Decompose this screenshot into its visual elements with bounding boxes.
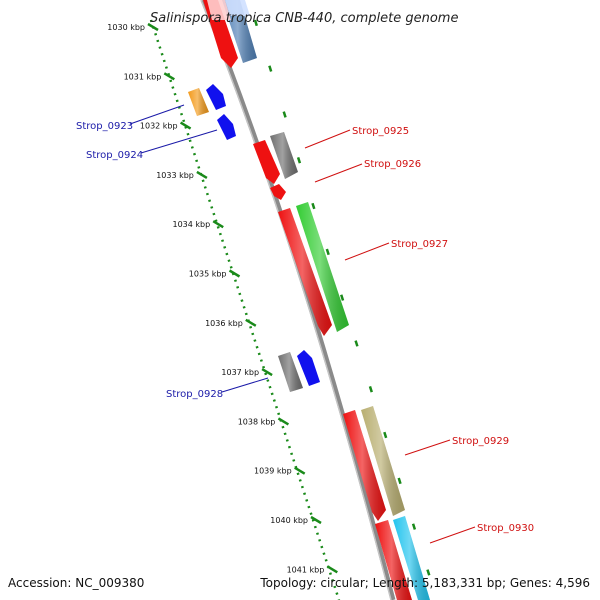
ruler-tick-label: 1041 kbp (287, 565, 325, 574)
ruler-tick-label: 1030 kbp (107, 23, 145, 32)
ruler-major-ticks (147, 22, 338, 574)
ruler-tick (326, 565, 338, 574)
label-strop-0929: Strop_0929 (452, 436, 509, 447)
ruler-tick-label: 1034 kbp (172, 220, 210, 229)
gene-strop-0924[interactable] (206, 84, 236, 140)
map-title: Salinispora tropica CNB-440, complete ge… (150, 11, 458, 26)
label-strop-0927: Strop_0927 (391, 239, 448, 250)
label-leaders (129, 104, 476, 544)
ruler-tick-label: 1039 kbp (254, 467, 292, 476)
ruler-tick (196, 170, 208, 179)
gene-cds-0927 (278, 208, 332, 336)
gene-strop-0925[interactable] (270, 132, 298, 179)
ruler-tick-label: 1032 kbp (140, 122, 178, 131)
ruler-tick (261, 368, 273, 377)
gene-strop-0927[interactable] (296, 202, 349, 332)
ruler-tick (245, 318, 257, 327)
reverse-strand-ticks (253, 19, 439, 600)
topology-text: Topology: circular; Length: 5,183,331 bp… (260, 576, 590, 590)
ruler-tick-label: 1040 kbp (270, 516, 308, 525)
ruler-tick-label: 1031 kbp (124, 72, 162, 81)
gene-strop-0930[interactable] (393, 516, 430, 600)
gene-cds-0930 (375, 520, 412, 600)
label-strop-0928: Strop_0928 (166, 389, 223, 400)
ruler-tick-label: 1038 kbp (238, 417, 276, 426)
label-strop-0925: Strop_0925 (352, 126, 409, 137)
label-strop-0930: Strop_0930 (477, 523, 534, 534)
ruler-tick (212, 220, 224, 229)
backbone-highlight (200, 0, 392, 600)
backbone-line (200, 0, 396, 600)
ruler-tick-label: 1036 kbp (205, 319, 243, 328)
ruler-tick (147, 22, 159, 32)
ruler-tick (179, 121, 192, 130)
gene-strop-0926[interactable] (253, 140, 286, 200)
label-strop-0923: Strop_0923 (76, 121, 133, 132)
label-strop-0924: Strop_0924 (86, 150, 143, 161)
ruler-tick (294, 466, 306, 475)
gene-strop-0923[interactable] (188, 88, 209, 116)
ruler-tick-label: 1035 kbp (189, 270, 227, 279)
gene-cds-0929 (343, 410, 386, 521)
ruler-labels: 1030 kbp 1031 kbp 1032 kbp 1033 kbp 1034 kbp… (107, 23, 324, 574)
gene-partial-top (203, 0, 257, 68)
label-strop-0926: Strop_0926 (364, 159, 421, 170)
gene-strop-0928[interactable] (278, 350, 320, 392)
ruler-tick-label: 1033 kbp (156, 171, 194, 180)
ruler-tick (277, 417, 290, 426)
accession-text: Accession: NC_009380 (8, 576, 145, 590)
ruler-tick-label: 1037 kbp (221, 368, 259, 377)
gene-strop-0929[interactable] (361, 406, 405, 516)
ruler-tick (163, 72, 175, 81)
ruler-tick (228, 269, 241, 278)
ruler-tick (310, 515, 322, 525)
